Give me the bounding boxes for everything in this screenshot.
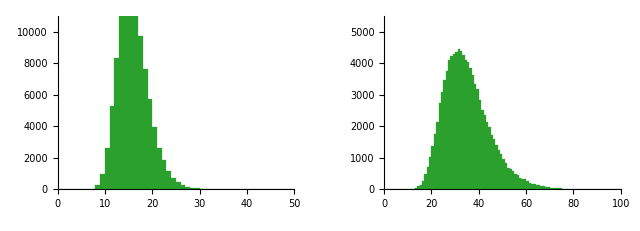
Bar [559,188,562,189]
Bar [508,168,509,189]
Bar [543,186,545,189]
Bar [491,134,493,189]
Bar [533,184,536,189]
Bar [448,60,451,189]
Bar [522,179,524,189]
Bar [545,187,547,189]
Bar [538,185,540,189]
Bar [540,186,543,189]
Bar [479,100,481,189]
Bar [469,68,472,189]
Bar [465,60,467,189]
Bar [455,52,458,189]
Bar [434,134,436,189]
Bar [171,178,176,189]
Bar [129,0,133,189]
Bar [195,188,200,189]
Bar [166,171,171,189]
Bar [431,146,434,189]
Bar [422,181,424,189]
Bar [157,148,162,189]
Bar [529,183,531,189]
Bar [552,188,554,189]
Bar [124,0,129,189]
Bar [451,56,452,189]
Bar [105,148,109,189]
Bar [486,122,488,189]
Bar [162,160,166,189]
Bar [115,58,119,189]
Bar [467,62,469,189]
Bar [554,188,557,189]
Bar [557,188,559,189]
Bar [474,84,476,189]
Bar [458,49,460,189]
Bar [531,184,533,189]
Bar [429,157,431,189]
Bar [119,15,124,189]
Bar [481,109,484,189]
Bar [484,116,486,189]
Bar [138,36,143,189]
Bar [562,188,564,189]
Bar [547,187,550,189]
Bar [452,54,455,189]
Bar [515,174,516,189]
Bar [417,186,420,189]
Bar [516,175,519,189]
Bar [436,122,438,189]
Bar [95,185,100,189]
Bar [509,169,512,189]
Bar [186,187,190,189]
Bar [519,177,522,189]
Bar [438,103,441,189]
Bar [502,159,505,189]
Bar [505,163,508,189]
Bar [424,174,427,189]
Bar [148,99,152,189]
Bar [420,185,422,189]
Bar [415,188,417,189]
Bar [444,80,445,189]
Bar [495,145,498,189]
Bar [564,188,566,189]
Bar [536,185,538,189]
Bar [180,185,186,189]
Bar [100,174,105,189]
Bar [441,92,444,189]
Bar [462,55,465,189]
Bar [427,167,429,189]
Bar [472,75,474,189]
Bar [133,8,138,189]
Bar [460,51,462,189]
Bar [493,139,495,189]
Bar [498,150,500,189]
Bar [109,106,115,189]
Bar [143,69,148,189]
Bar [550,188,552,189]
Bar [445,71,448,189]
Bar [190,188,195,189]
Bar [524,179,526,189]
Bar [526,181,529,189]
Bar [488,127,491,189]
Bar [152,127,157,189]
Bar [512,171,515,189]
Bar [476,89,479,189]
Bar [176,182,180,189]
Bar [500,154,502,189]
